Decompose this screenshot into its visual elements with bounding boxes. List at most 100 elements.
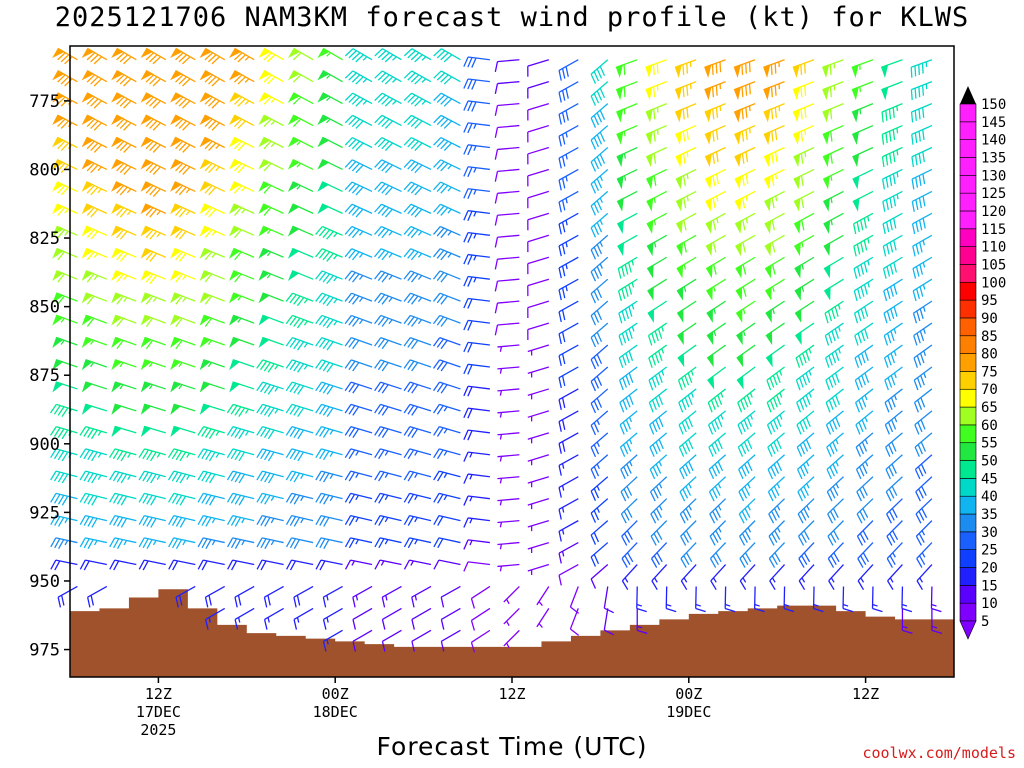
barb-half-feather: [599, 219, 603, 225]
barb-feather: [471, 101, 477, 112]
barb-pennant: [736, 353, 744, 368]
barb-feather: [344, 315, 352, 325]
barb-feather: [770, 466, 777, 477]
wind-barb: [344, 248, 373, 261]
barb-feather: [407, 183, 416, 192]
wind-barb: [374, 114, 402, 129]
barb-half-feather: [447, 252, 452, 258]
barb-feather: [178, 120, 187, 129]
barb-feather: [285, 515, 293, 525]
barb-pennant: [228, 203, 241, 215]
barb-feather: [440, 140, 449, 150]
barb-pennant: [287, 270, 300, 282]
barb-feather: [322, 362, 330, 372]
colorbar-label: 45: [981, 471, 998, 487]
barb-half-feather: [274, 364, 279, 370]
wind-barb: [258, 336, 284, 348]
barb-staff: [911, 59, 933, 68]
barb-feather: [208, 142, 217, 152]
barb-feather: [152, 188, 161, 198]
barb-half-feather: [599, 197, 603, 203]
wind-barb: [527, 102, 550, 121]
barb-feather: [238, 429, 246, 440]
barb-staff: [558, 59, 579, 71]
barb-pennant: [170, 292, 182, 304]
barb-feather: [123, 166, 132, 175]
barb-feather: [653, 510, 660, 521]
barb-feather: [829, 108, 833, 120]
wind-barb: [433, 425, 461, 437]
barb-feather: [377, 116, 387, 126]
barb-half-feather: [97, 474, 102, 480]
barb-half-feather: [326, 639, 329, 645]
barb-feather: [208, 120, 217, 129]
barb-feather: [315, 226, 323, 235]
wind-barb: [911, 190, 933, 212]
wind-barb: [527, 256, 550, 275]
barb-feather: [378, 516, 385, 526]
barb-feather: [57, 207, 66, 216]
barb-feather: [717, 394, 723, 406]
barb-feather: [436, 449, 444, 460]
wind-barb: [825, 366, 844, 391]
barb-feather: [860, 264, 865, 275]
wind-barb: [883, 344, 903, 368]
wind-barb: [497, 498, 520, 506]
barb-feather: [494, 61, 499, 72]
wind-barb: [824, 300, 844, 324]
barb-feather: [830, 533, 837, 543]
wind-barb: [494, 59, 520, 72]
barb-feather: [436, 50, 446, 59]
barb-half-feather: [473, 189, 477, 195]
barb-feather: [768, 535, 775, 546]
wind-barb: [558, 454, 579, 476]
barb-half-feather: [473, 233, 477, 239]
barb-feather: [407, 72, 416, 81]
barb-staff: [825, 344, 844, 359]
wind-barb: [433, 381, 461, 394]
barb-feather: [86, 207, 95, 216]
barb-feather: [886, 558, 893, 568]
barb-feather: [915, 513, 922, 524]
barb-staff: [882, 190, 903, 203]
barb-feather: [653, 108, 656, 120]
barb-feather: [351, 207, 360, 216]
barb-pennant: [675, 219, 683, 234]
barb-feather: [742, 242, 746, 253]
barb-feather: [799, 466, 806, 477]
wind-barb: [704, 146, 726, 168]
barb-feather: [175, 339, 183, 350]
wind-barb: [285, 492, 314, 505]
wind-barb: [81, 136, 108, 153]
barb-feather: [381, 428, 389, 438]
barb-staff: [471, 629, 491, 643]
barb-feather: [440, 162, 449, 172]
barb-feather: [318, 249, 327, 259]
wind-barb: [853, 234, 874, 257]
wind-barb: [52, 292, 78, 305]
wind-barb: [111, 336, 137, 350]
barb-half-feather: [499, 500, 503, 506]
barb-staff: [885, 432, 903, 448]
credit-link[interactable]: coolwx.com/models: [862, 744, 1016, 762]
wind-barb: [433, 514, 461, 526]
barb-pennant: [734, 219, 742, 234]
barb-staff: [527, 563, 550, 572]
barb-feather: [802, 397, 808, 408]
wind-barb: [138, 514, 166, 528]
barb-feather: [234, 207, 242, 216]
wind-barb: [81, 247, 108, 261]
wind-barb: [497, 388, 520, 396]
barb-feather: [623, 510, 630, 521]
barb-feather: [859, 510, 866, 521]
barb-feather: [686, 63, 689, 74]
wind-barb: [374, 203, 402, 218]
barb-feather: [407, 94, 416, 103]
barb-half-feather: [473, 123, 477, 129]
barb-feather: [234, 539, 242, 550]
wind-barb: [374, 381, 402, 394]
barb-feather: [175, 229, 183, 239]
barb-feather: [344, 203, 353, 213]
barb-feather: [201, 427, 208, 437]
barb-staff: [527, 234, 550, 243]
